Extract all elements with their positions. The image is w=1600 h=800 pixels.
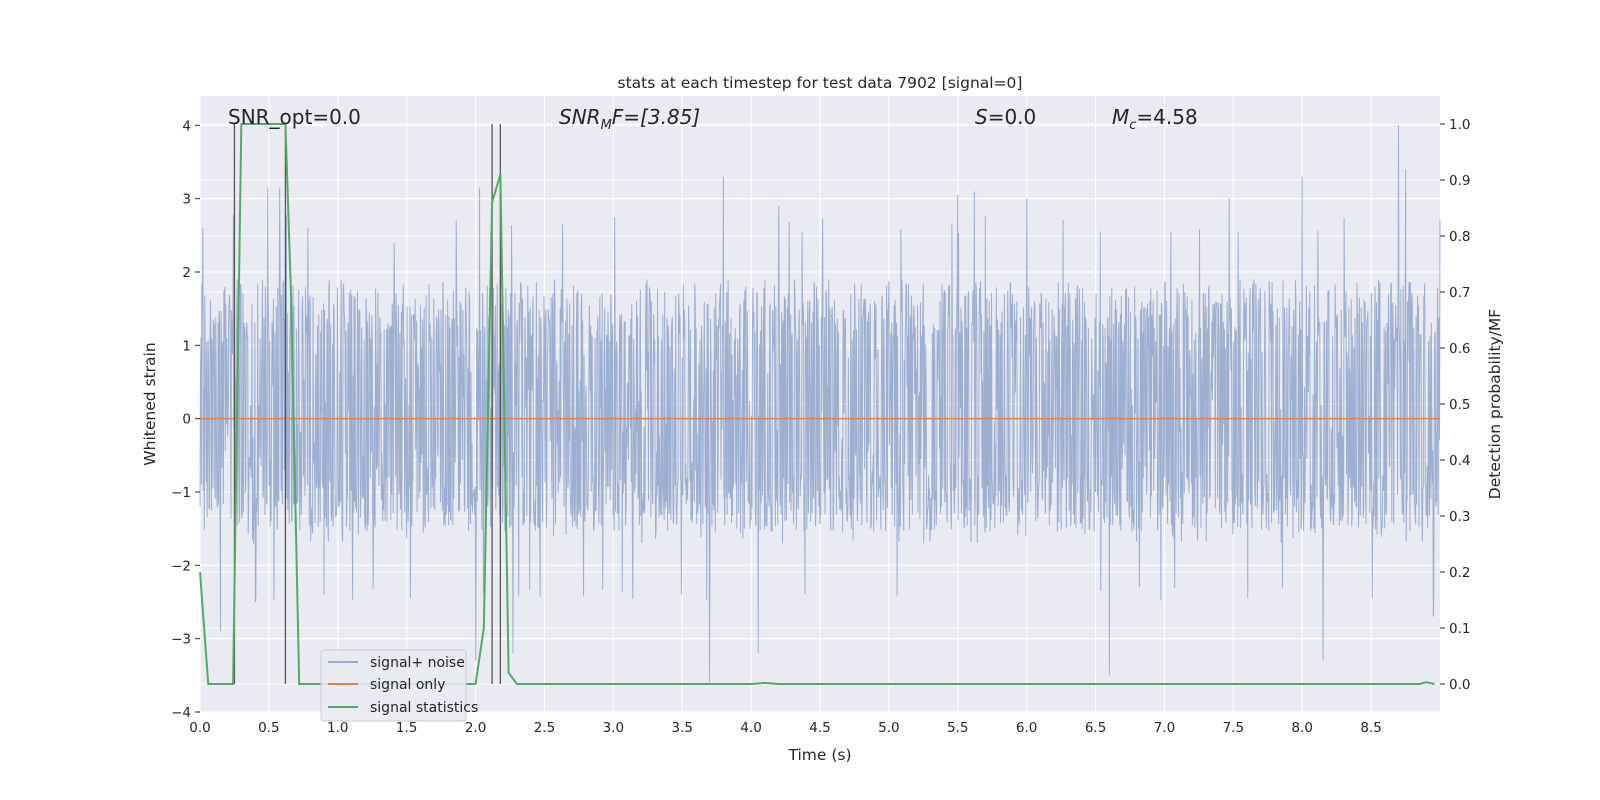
x-tick-label: 0.0 (189, 720, 210, 736)
y-tick-label: 0 (182, 412, 191, 428)
y-right-tick-label: 0.4 (1449, 453, 1470, 469)
legend-label-signal-statistics: signal statistics (370, 700, 478, 716)
y-right-tick-label: 0.7 (1449, 285, 1470, 301)
x-tick-label: 8.5 (1360, 720, 1381, 736)
x-tick-label: 5.5 (947, 720, 968, 736)
y-right-tick-label: 0.1 (1449, 621, 1470, 637)
y-right-tick-label: 0.0 (1449, 677, 1470, 693)
y-axis-label-left: Whitened strain (141, 342, 159, 465)
legend-label-signal-noise: signal+ noise (370, 655, 465, 671)
x-tick-label: 2.0 (465, 720, 486, 736)
legend-box (320, 649, 467, 722)
y-tick-label: 1 (182, 338, 191, 354)
x-tick-label: 3.5 (671, 720, 692, 736)
x-tick-label: 0.5 (258, 720, 279, 736)
x-tick-label: 1.0 (327, 720, 348, 736)
annotation-snr-opt: SNR_opt=0.0 (228, 105, 361, 129)
annotation-mc: Mc=4.58 (1112, 105, 1198, 133)
legend: signal+ noise signal only signal statist… (320, 649, 478, 722)
x-tick-label: 2.5 (534, 720, 555, 736)
annotation-s: S=0.0 (975, 105, 1036, 129)
y-tick-label: −3 (171, 632, 191, 648)
y-tick-label: 2 (182, 265, 191, 281)
x-tick-label: 3.0 (603, 720, 624, 736)
y-tick-labels-right: 0.0 0.1 0.2 0.3 0.4 0.5 0.6 0.7 0.8 0.9 1.0 (1440, 117, 1470, 693)
x-tick-label: 5.0 (878, 720, 899, 736)
x-axis-label: Time (s) (787, 746, 851, 764)
y-axis-label-right: Detection probability/MF (1486, 309, 1504, 500)
y-right-tick-label: 0.9 (1449, 173, 1470, 189)
y-right-tick-label: 1.0 (1449, 117, 1470, 133)
annotation-snr-mf: SNRMF=[3.85] (559, 105, 700, 133)
y-tick-label: −4 (171, 705, 191, 721)
x-tick-label: 7.5 (1223, 720, 1244, 736)
y-tick-label: −1 (171, 485, 191, 501)
y-tick-label: −2 (171, 558, 191, 574)
chart-title: stats at each timestep for test data 790… (618, 74, 1023, 92)
y-right-tick-label: 0.8 (1449, 229, 1470, 245)
y-right-tick-label: 0.2 (1449, 565, 1470, 581)
x-tick-label: 4.0 (740, 720, 761, 736)
series-signal-noise (199, 125, 1441, 683)
y-right-tick-label: 0.3 (1449, 509, 1470, 525)
x-tick-label: 1.5 (396, 720, 417, 736)
legend-label-signal-only: signal only (370, 677, 445, 693)
x-tick-label: 8.0 (1291, 720, 1312, 736)
y-tick-labels-left: −4 −3 −2 −1 0 1 2 3 4 (171, 118, 200, 721)
y-tick-label: 3 (182, 192, 191, 208)
y-right-tick-label: 0.6 (1449, 341, 1470, 357)
x-tick-label: 6.0 (1016, 720, 1037, 736)
x-tick-label: 4.5 (809, 720, 830, 736)
x-tick-label: 6.5 (1085, 720, 1106, 736)
x-tick-labels: 0.0 0.5 1.0 1.5 2.0 2.5 3.0 3.5 4.0 4.5 5.0 5.5 6.0 6… (189, 720, 1382, 736)
x-tick-label: 7.0 (1154, 720, 1175, 736)
y-right-tick-label: 0.5 (1449, 397, 1470, 413)
y-tick-label: 4 (182, 118, 191, 134)
signal-noise-line (199, 125, 1441, 683)
